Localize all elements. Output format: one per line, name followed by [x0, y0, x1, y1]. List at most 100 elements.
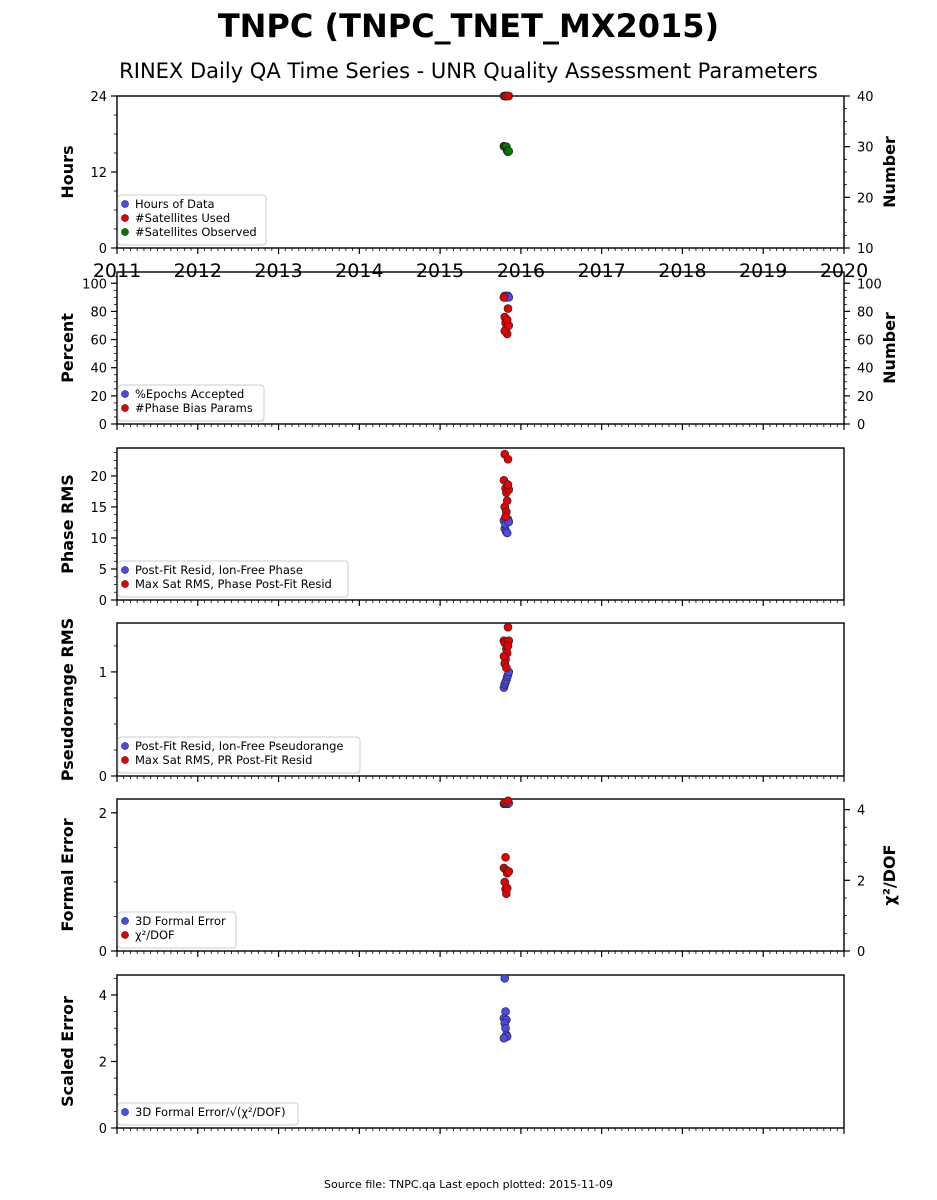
- legend-marker: [121, 917, 129, 925]
- legend-label: Max Sat RMS, PR Post-Fit Resid: [135, 753, 312, 767]
- data-point-red: [502, 315, 512, 325]
- legend-marker: [121, 214, 129, 222]
- y2-tick-label: 80: [857, 305, 874, 320]
- legend-box: [117, 560, 349, 598]
- y2-tick-label: 100: [857, 277, 882, 292]
- x-tick-label: 2013: [254, 260, 302, 282]
- legend-label: 3D Formal Error/√(χ²/DOF): [135, 1105, 286, 1119]
- legend-marker: [121, 1108, 129, 1116]
- x-tick-label: 2011: [93, 260, 141, 282]
- y2-tick-label: 4: [857, 804, 865, 819]
- legend-marker: [121, 228, 129, 236]
- legend-label: 3D Formal Error: [135, 914, 226, 928]
- data-point-red: [503, 796, 513, 806]
- legend-box: [117, 911, 237, 949]
- legend-box: [117, 736, 361, 774]
- legend-box: [117, 1102, 299, 1126]
- data-point-blue: [500, 974, 510, 983]
- y-axis-label: Phase RMS: [58, 474, 77, 574]
- y-axis-label: Scaled Error: [58, 996, 77, 1107]
- data-point-red: [503, 454, 513, 464]
- panel-6: 0 2 4 Scaled Error 3D Formal Error/√(χ²/DOF): [58, 974, 845, 1137]
- data-point-red: [504, 867, 514, 876]
- y-tick-label: 12: [90, 166, 107, 181]
- x-tick-label: 2014: [335, 260, 383, 282]
- y-tick-label: 20: [90, 470, 107, 485]
- legend-label: #Satellites Used: [135, 211, 230, 225]
- legend-marker: [121, 390, 129, 398]
- y2-tick-label: 20: [857, 191, 874, 206]
- data-point-blue: [502, 528, 512, 538]
- y2-tick-label: 40: [857, 90, 874, 105]
- y-tick-label: 40: [90, 362, 107, 377]
- x-tick-label: 2016: [497, 260, 545, 282]
- legend-label: Max Sat RMS, Phase Post-Fit Resid: [135, 577, 332, 591]
- y-tick-label: 0: [99, 418, 107, 433]
- footer-source: Source file: TNPC.qa Last epoch plotted:…: [324, 1178, 613, 1191]
- y-tick-label: 60: [90, 334, 107, 349]
- y2-tick-label: 0: [857, 418, 865, 433]
- y2-tick-label: 10: [857, 242, 874, 257]
- y-tick-label: 2: [99, 807, 107, 822]
- data-point-blue: [499, 1033, 509, 1043]
- legend-marker: [121, 566, 129, 574]
- x-tick-label: 2015: [416, 260, 464, 282]
- data-point-red: [503, 641, 513, 651]
- y-tick-label: 0: [99, 242, 107, 257]
- legend-marker: [121, 580, 129, 588]
- y-tick-label: 20: [90, 390, 107, 405]
- data-point-red: [503, 304, 513, 313]
- y2-axis-label: χ²/DOF: [880, 845, 899, 906]
- y2-tick-label: 2: [857, 874, 865, 889]
- legend-label: Post-Fit Resid, Ion-Free Pseudorange: [135, 739, 343, 753]
- y-tick-label: 4: [99, 989, 107, 1004]
- y-tick-label: 0: [99, 594, 107, 609]
- y-tick-label: 10: [90, 532, 107, 547]
- legend-marker: [121, 742, 129, 750]
- y-axis-label: Formal Error: [58, 818, 77, 931]
- y-axis-label: Pseudorange RMS: [58, 618, 77, 781]
- y-axis-label: Percent: [58, 313, 77, 383]
- data-point-red: [503, 91, 513, 101]
- legend-marker: [121, 200, 129, 208]
- data-point-green: [504, 146, 514, 156]
- y-tick-label: 2: [99, 1055, 107, 1070]
- y-tick-label: 100: [82, 277, 107, 292]
- legend-label: χ²/DOF: [135, 928, 175, 942]
- y-tick-label: 1: [99, 666, 107, 681]
- x-tick-label: 2017: [577, 260, 625, 282]
- y-axis-label: Hours: [58, 145, 77, 198]
- y2-tick-label: 40: [857, 362, 874, 377]
- legend-label: Hours of Data: [135, 197, 215, 211]
- panel-3: 0 5 10 15 20 Phase RMS Post-Fit Resid, Ion-Fre…: [58, 447, 845, 609]
- legend-marker: [121, 931, 129, 939]
- y2-axis-label: Number: [880, 312, 899, 384]
- y2-tick-label: 20: [857, 390, 874, 405]
- legend-marker: [121, 756, 129, 764]
- panel-4: 0 1 Pseudorange RMS Post-Fit Resid, Ion-Fre…: [58, 618, 845, 785]
- panel-2: 0 20 40 60 80 100 0 20 40 60 80 100 Number Percent %Ep…: [58, 271, 899, 433]
- data-point-red: [501, 512, 510, 522]
- y-tick-label: 24: [90, 90, 107, 105]
- y-tick-label: 0: [99, 770, 107, 785]
- legend-label: #Satellites Observed: [135, 225, 257, 239]
- y2-tick-label: 30: [857, 141, 874, 156]
- x-tick-label: 2019: [739, 260, 787, 282]
- y-tick-label: 0: [99, 1122, 107, 1137]
- legend-box: [117, 384, 265, 422]
- data-point-red: [499, 293, 509, 302]
- data-point-red: [501, 853, 510, 862]
- x-tick-label: 2012: [174, 260, 222, 282]
- y-tick-label: 0: [99, 945, 107, 960]
- data-point-red: [500, 326, 510, 336]
- y-tick-label: 15: [90, 501, 107, 516]
- chart-subtitle: RINEX Daily QA Time Series - UNR Quality…: [119, 59, 818, 83]
- data-point-red: [502, 663, 511, 673]
- x-tick-label: 2018: [658, 260, 706, 282]
- y2-tick-label: 0: [857, 945, 865, 960]
- legend-label: %Epochs Accepted: [135, 387, 244, 401]
- data-point-red: [503, 480, 513, 489]
- legend-label: Post-Fit Resid, Ion-Free Phase: [135, 563, 303, 577]
